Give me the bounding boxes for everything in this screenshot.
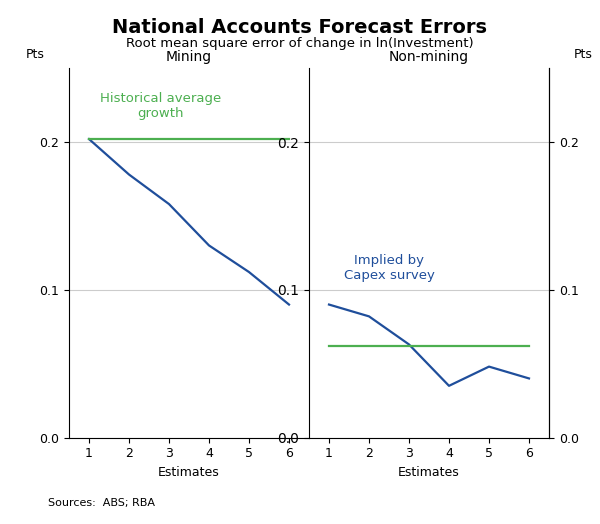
- Text: Pts: Pts: [574, 48, 592, 61]
- Title: Non-mining: Non-mining: [389, 50, 469, 64]
- Text: Implied by
Capex survey: Implied by Capex survey: [344, 254, 434, 282]
- Text: Root mean square error of change in ln(Investment): Root mean square error of change in ln(I…: [126, 37, 474, 50]
- X-axis label: Estimates: Estimates: [158, 466, 220, 479]
- Text: National Accounts Forecast Errors: National Accounts Forecast Errors: [113, 18, 487, 37]
- Text: Pts: Pts: [26, 48, 44, 61]
- Text: Sources:  ABS; RBA: Sources: ABS; RBA: [48, 498, 155, 508]
- X-axis label: Estimates: Estimates: [398, 466, 460, 479]
- Text: Historical average
growth: Historical average growth: [100, 92, 221, 120]
- Title: Mining: Mining: [166, 50, 212, 64]
